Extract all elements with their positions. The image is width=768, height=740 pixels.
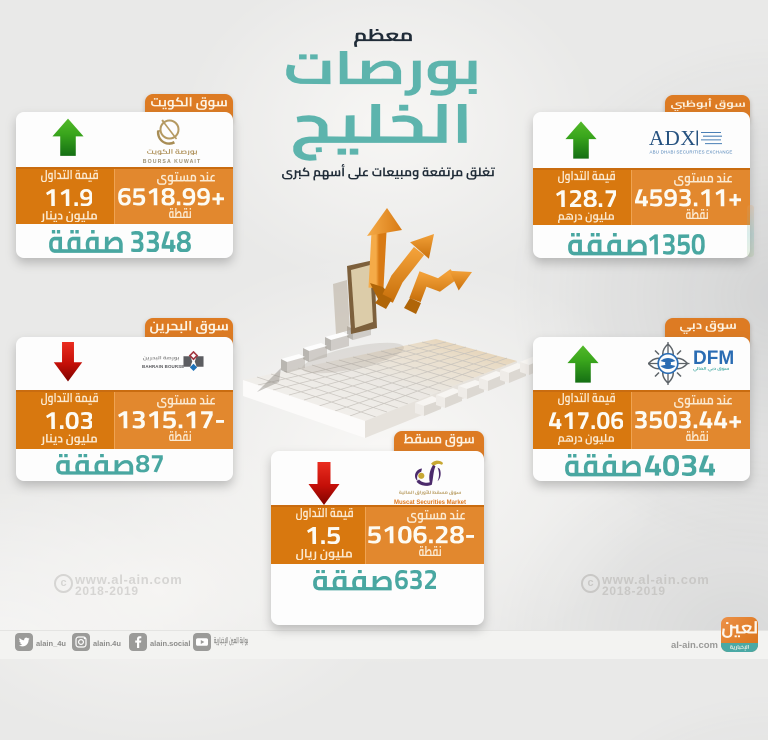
svg-text:BOURSA KUWAIT: BOURSA KUWAIT bbox=[143, 159, 202, 165]
svg-text:ADX: ADX bbox=[649, 129, 696, 150]
svg-text:ABU DHABI SECURITIES EXCHANGE: ABU DHABI SECURITIES EXCHANGE bbox=[650, 150, 733, 155]
svg-text:Muscat Securities Market: Muscat Securities Market bbox=[394, 500, 466, 506]
svg-text:BAHRAIN BOURSE: BAHRAIN BOURSE bbox=[142, 364, 184, 369]
